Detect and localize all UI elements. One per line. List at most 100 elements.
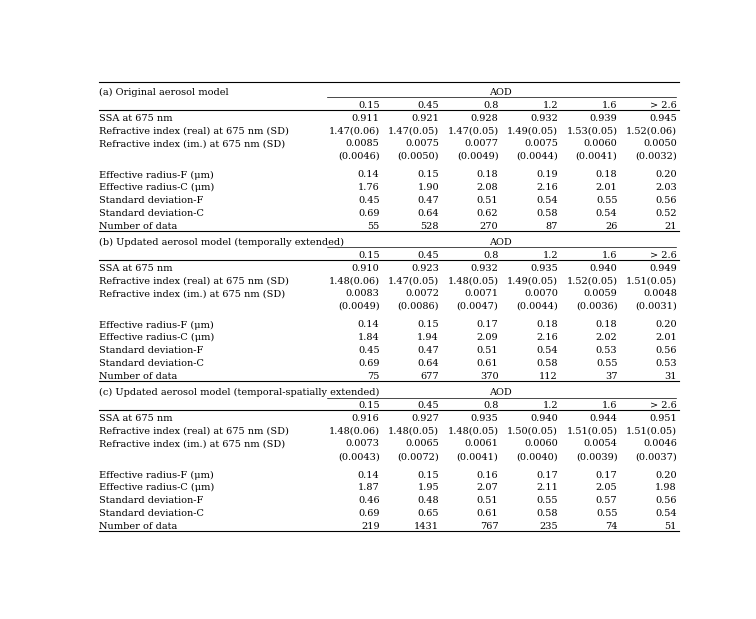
Text: 0.940: 0.940 [530, 413, 558, 423]
Text: 528: 528 [420, 222, 439, 230]
Text: Standard deviation-C: Standard deviation-C [99, 509, 204, 518]
Text: 0.53: 0.53 [655, 359, 677, 368]
Text: 0.52: 0.52 [655, 209, 677, 218]
Text: 0.921: 0.921 [411, 114, 439, 123]
Text: 0.923: 0.923 [411, 264, 439, 273]
Text: 0.58: 0.58 [537, 509, 558, 518]
Text: (0.0043): (0.0043) [338, 452, 380, 461]
Text: Refractive index (im.) at 675 nm (SD): Refractive index (im.) at 675 nm (SD) [99, 289, 285, 298]
Text: 0.51: 0.51 [477, 496, 498, 505]
Text: 2.02: 2.02 [596, 333, 618, 342]
Text: 0.944: 0.944 [590, 413, 618, 423]
Text: 2.16: 2.16 [536, 183, 558, 193]
Text: SSA at 675 nm: SSA at 675 nm [99, 264, 172, 273]
Text: 0.61: 0.61 [477, 509, 498, 518]
Text: 0.61: 0.61 [477, 359, 498, 368]
Text: Effective radius-C (μm): Effective radius-C (μm) [99, 183, 215, 193]
Text: 0.57: 0.57 [596, 496, 618, 505]
Text: Number of data: Number of data [99, 222, 178, 230]
Text: 1.48(0.05): 1.48(0.05) [448, 277, 498, 285]
Text: Standard deviation-F: Standard deviation-F [99, 496, 203, 505]
Text: 2.11: 2.11 [536, 483, 558, 492]
Text: 0.0060: 0.0060 [584, 139, 618, 148]
Text: 0.0083: 0.0083 [345, 289, 380, 298]
Text: 2.01: 2.01 [596, 183, 618, 193]
Text: 0.14: 0.14 [358, 470, 380, 480]
Text: 2.03: 2.03 [655, 183, 677, 193]
Text: 0.0075: 0.0075 [524, 139, 558, 148]
Text: 0.935: 0.935 [530, 264, 558, 273]
Text: Standard deviation-F: Standard deviation-F [99, 196, 203, 205]
Text: 0.14: 0.14 [358, 170, 380, 180]
Text: 1.48(0.06): 1.48(0.06) [329, 426, 380, 436]
Text: (0.0031): (0.0031) [635, 302, 677, 311]
Text: 0.45: 0.45 [417, 101, 439, 110]
Text: 0.18: 0.18 [536, 321, 558, 329]
Text: (0.0039): (0.0039) [576, 452, 618, 461]
Text: 2.16: 2.16 [536, 333, 558, 342]
Text: 1.47(0.05): 1.47(0.05) [448, 126, 498, 136]
Text: (b) Updated aerosol model (temporally extended): (b) Updated aerosol model (temporally ex… [99, 238, 344, 247]
Text: 235: 235 [539, 522, 558, 530]
Text: 0.16: 0.16 [477, 470, 498, 480]
Text: 2.08: 2.08 [477, 183, 498, 193]
Text: (0.0047): (0.0047) [457, 302, 498, 311]
Text: 1.87: 1.87 [358, 483, 380, 492]
Text: 1.51(0.05): 1.51(0.05) [566, 426, 618, 436]
Text: 767: 767 [480, 522, 498, 530]
Text: 0.47: 0.47 [417, 196, 439, 205]
Text: 1.2: 1.2 [542, 251, 558, 260]
Text: > 2.6: > 2.6 [650, 401, 677, 410]
Text: 0.916: 0.916 [352, 413, 380, 423]
Text: 0.0065: 0.0065 [405, 439, 439, 448]
Text: 0.8: 0.8 [483, 101, 498, 110]
Text: 0.18: 0.18 [477, 170, 498, 180]
Text: 2.05: 2.05 [596, 483, 618, 492]
Text: 0.0050: 0.0050 [643, 139, 677, 148]
Text: (0.0044): (0.0044) [516, 152, 558, 161]
Text: (0.0046): (0.0046) [338, 152, 380, 161]
Text: 0.62: 0.62 [477, 209, 498, 218]
Text: Effective radius-C (μm): Effective radius-C (μm) [99, 333, 215, 342]
Text: 2.09: 2.09 [477, 333, 498, 342]
Text: (0.0032): (0.0032) [635, 152, 677, 161]
Text: 0.927: 0.927 [411, 413, 439, 423]
Text: 1.94: 1.94 [417, 333, 439, 342]
Text: 1.51(0.05): 1.51(0.05) [626, 277, 677, 285]
Text: 0.939: 0.939 [590, 114, 618, 123]
Text: 0.54: 0.54 [655, 509, 677, 518]
Text: 1.49(0.05): 1.49(0.05) [507, 277, 558, 285]
Text: 0.932: 0.932 [530, 114, 558, 123]
Text: 1.6: 1.6 [602, 101, 618, 110]
Text: Refractive index (im.) at 675 nm (SD): Refractive index (im.) at 675 nm (SD) [99, 139, 285, 148]
Text: 0.45: 0.45 [417, 401, 439, 410]
Text: Standard deviation-F: Standard deviation-F [99, 346, 203, 355]
Text: 0.48: 0.48 [417, 496, 439, 505]
Text: 1.84: 1.84 [358, 333, 380, 342]
Text: 0.45: 0.45 [358, 196, 380, 205]
Text: 112: 112 [539, 371, 558, 381]
Text: 0.911: 0.911 [352, 114, 380, 123]
Text: 0.54: 0.54 [596, 209, 618, 218]
Text: 0.0070: 0.0070 [524, 289, 558, 298]
Text: 370: 370 [480, 371, 498, 381]
Text: AOD: AOD [489, 388, 512, 397]
Text: 1.48(0.05): 1.48(0.05) [448, 426, 498, 436]
Text: 0.945: 0.945 [649, 114, 677, 123]
Text: 0.15: 0.15 [417, 321, 439, 329]
Text: (0.0041): (0.0041) [575, 152, 618, 161]
Text: 0.910: 0.910 [352, 264, 380, 273]
Text: (0.0086): (0.0086) [398, 302, 439, 311]
Text: 1.98: 1.98 [655, 483, 677, 492]
Text: 0.15: 0.15 [358, 251, 380, 260]
Text: Standard deviation-C: Standard deviation-C [99, 359, 204, 368]
Text: Standard deviation-C: Standard deviation-C [99, 209, 204, 218]
Text: 1.48(0.05): 1.48(0.05) [388, 426, 439, 436]
Text: > 2.6: > 2.6 [650, 251, 677, 260]
Text: Refractive index (im.) at 675 nm (SD): Refractive index (im.) at 675 nm (SD) [99, 439, 285, 448]
Text: 1.47(0.06): 1.47(0.06) [328, 126, 380, 136]
Text: 1.6: 1.6 [602, 401, 618, 410]
Text: 0.0077: 0.0077 [464, 139, 498, 148]
Text: 0.951: 0.951 [649, 413, 677, 423]
Text: 0.69: 0.69 [358, 209, 380, 218]
